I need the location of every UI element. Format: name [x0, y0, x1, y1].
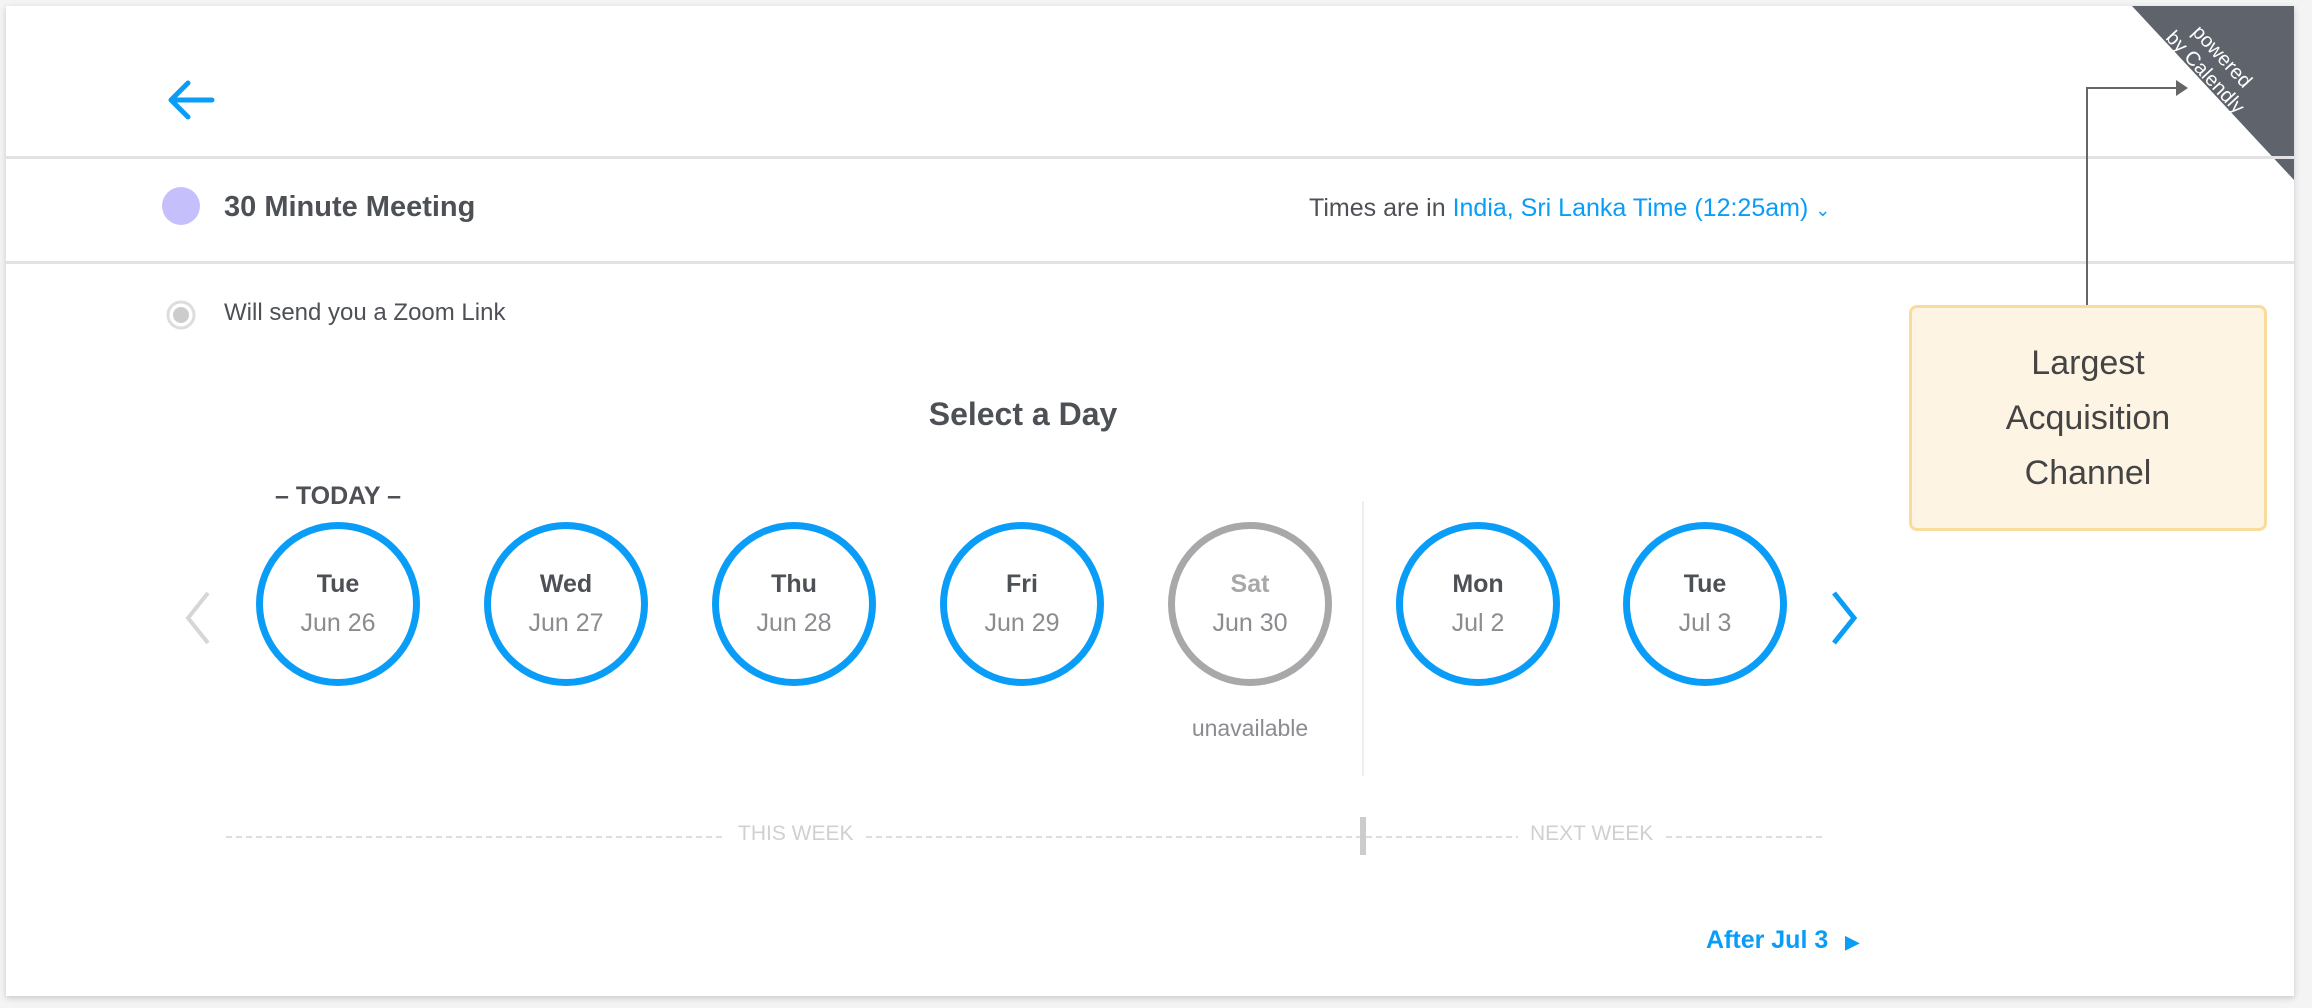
- powered-by-ribbon[interactable]: [2132, 6, 2294, 180]
- annotation-box: Largest Acquisition Channel: [1909, 305, 2267, 531]
- timezone-selector[interactable]: Times are in India, Sri Lanka Time (12:2…: [1309, 194, 1830, 223]
- chevron-right-icon[interactable]: [1830, 590, 1860, 646]
- after-date-link[interactable]: After Jul 3 ▶: [1706, 926, 1859, 955]
- day-name: Tue: [316, 570, 360, 598]
- chevron-down-icon: ⌄: [1815, 200, 1831, 220]
- back-arrow-icon[interactable]: [166, 78, 216, 122]
- unavailable-label: unavailable: [1191, 715, 1309, 741]
- day-name: Mon: [1452, 570, 1504, 598]
- week-divider: [1362, 501, 1364, 776]
- annotation-arrow: [2086, 80, 2188, 311]
- caret-right-icon: ▶: [1845, 932, 1860, 952]
- after-date-text: After Jul 3: [1706, 926, 1829, 954]
- week-marker: [1360, 817, 1366, 855]
- day-date: Jun 28: [756, 609, 832, 637]
- day-date: Jun 26: [300, 609, 376, 637]
- day-date: Jun 29: [984, 609, 1060, 637]
- day-date: Jul 2: [1451, 609, 1505, 637]
- day-date: Jun 30: [1212, 609, 1288, 637]
- location-text: Will send you a Zoom Link: [224, 299, 506, 326]
- this-week-label: THIS WEEK: [726, 822, 866, 846]
- timezone-value[interactable]: India, Sri Lanka Time (12:25am): [1452, 194, 1809, 222]
- day-name: Thu: [771, 570, 817, 598]
- day-button[interactable]: Fri Jun 29: [940, 522, 1104, 686]
- next-week-label: NEXT WEEK: [1518, 822, 1666, 846]
- day-name: Tue: [1683, 570, 1727, 598]
- event-title: 30 Minute Meeting: [224, 191, 476, 223]
- day-button[interactable]: Thu Jun 28: [712, 522, 876, 686]
- day-button[interactable]: Wed Jun 27: [484, 522, 648, 686]
- divider: [6, 261, 2294, 264]
- chevron-left-icon[interactable]: [182, 590, 212, 646]
- location-icon: [166, 300, 196, 330]
- day-button[interactable]: Mon Jul 2: [1396, 522, 1560, 686]
- divider: [6, 156, 2294, 159]
- booking-card: powered by Calendly 30 Minute Meeting Tim…: [6, 6, 2294, 996]
- timezone-prefix: Times are in: [1309, 194, 1446, 222]
- select-day-heading: Select a Day: [928, 396, 1118, 432]
- day-date: Jun 27: [528, 609, 604, 637]
- day-name: Sat: [1230, 570, 1270, 598]
- day-button: Sat Jun 30: [1168, 522, 1332, 686]
- day-date: Jul 3: [1678, 609, 1732, 637]
- day-name: Fri: [1006, 570, 1038, 598]
- day-button[interactable]: Tue Jul 3: [1623, 522, 1787, 686]
- day-name: Wed: [539, 570, 593, 598]
- event-color-dot: [162, 187, 200, 225]
- week-line: [226, 836, 1822, 838]
- today-label: – TODAY –: [274, 482, 401, 510]
- day-button[interactable]: Tue Jun 26: [256, 522, 420, 686]
